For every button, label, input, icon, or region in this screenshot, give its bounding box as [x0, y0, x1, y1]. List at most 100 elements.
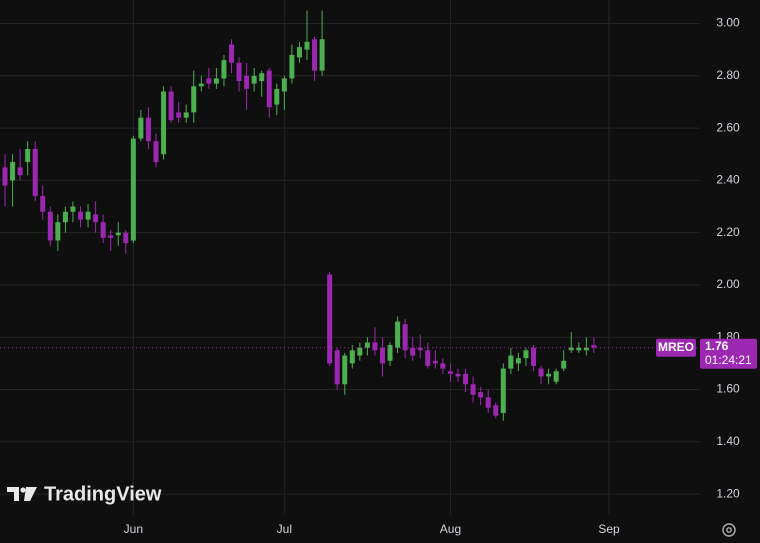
candle-body: [130, 138, 136, 241]
settings-icon[interactable]: [722, 523, 736, 537]
x-tick-label: Aug: [440, 522, 461, 536]
symbol-label: MREO: [658, 340, 694, 354]
candle-body: [191, 86, 197, 113]
candle-body: [161, 91, 167, 155]
y-tick-label: 1.60: [716, 382, 740, 396]
candle-body: [440, 363, 446, 369]
candle-body: [138, 117, 144, 139]
y-tick-label: 2.00: [716, 277, 740, 291]
y-tick-label: 1.40: [716, 434, 740, 448]
candle-body: [546, 373, 552, 377]
candle-body: [93, 214, 99, 223]
candle-body: [561, 360, 567, 369]
candle-body: [538, 368, 544, 377]
candle-body: [206, 78, 212, 84]
candle-body: [145, 117, 151, 142]
candle-body: [281, 78, 287, 92]
candle-body: [123, 232, 129, 244]
candle-body: [349, 350, 355, 364]
candle-body: [289, 54, 295, 79]
candle-body: [364, 342, 370, 348]
candle-body: [508, 355, 514, 369]
candle-body: [229, 44, 234, 63]
candle-body: [342, 355, 348, 385]
candle-body: [47, 211, 53, 241]
logo-dot: [20, 487, 26, 493]
candle-body: [576, 347, 582, 351]
candle-body: [296, 47, 302, 58]
candle-body: [115, 232, 121, 236]
y-tick-label: 1.20: [716, 486, 740, 500]
candle-body: [85, 211, 91, 220]
candle-body: [417, 347, 423, 351]
y-tick-label: 2.80: [716, 68, 740, 82]
candles: [0, 10, 700, 421]
candle-body: [32, 149, 38, 197]
candle-body: [568, 347, 574, 351]
candle-body: [2, 167, 8, 186]
logo-shape: [24, 487, 37, 501]
candle-body: [198, 83, 204, 87]
candle-body: [380, 347, 385, 364]
candle-body: [463, 373, 469, 385]
candle-body: [447, 371, 453, 374]
candle-body: [176, 112, 182, 118]
candle-body: [259, 73, 265, 82]
candle-body: [402, 324, 408, 351]
watermark-logo: [7, 487, 37, 501]
candle-body: [500, 368, 506, 414]
x-tick-label: Sep: [598, 522, 620, 536]
candle-body: [304, 41, 310, 50]
y-tick-label: 2.40: [716, 173, 740, 187]
candle-body: [62, 211, 68, 223]
y-tick-label: 3.00: [716, 16, 740, 30]
candle-body: [274, 88, 280, 105]
candle-body: [334, 350, 340, 385]
candle-body: [17, 167, 23, 176]
candle-body: [583, 347, 589, 351]
candle-body: [10, 162, 16, 181]
price-label-box: [700, 338, 757, 369]
candle-body: [213, 78, 219, 84]
x-tick-label: Jul: [277, 522, 292, 536]
candle-body: [470, 384, 476, 395]
candle-body: [387, 345, 393, 361]
y-tick-label: 2.20: [716, 225, 740, 239]
candle-body: [100, 222, 106, 238]
candle-body: [485, 397, 491, 408]
candle-body: [410, 347, 416, 356]
candle-body: [357, 347, 363, 356]
candle-body: [251, 75, 257, 84]
logo-shape: [7, 487, 19, 501]
candle-body: [183, 112, 189, 118]
candle-body: [266, 70, 272, 108]
candle-body: [395, 321, 401, 348]
candle-body: [478, 392, 484, 398]
candle-body: [327, 274, 333, 364]
candle-body: [108, 235, 114, 238]
candle-body: [372, 342, 378, 351]
candle-body: [425, 350, 431, 366]
candle-body: [591, 345, 597, 348]
watermark: TradingView: [44, 483, 162, 505]
price-label: 1.76: [705, 339, 729, 353]
candle-body: [493, 405, 499, 416]
candle-body: [312, 39, 318, 71]
candle-body: [55, 222, 61, 241]
countdown-label: 01:24:21: [705, 353, 752, 367]
gear-inner: [726, 527, 732, 533]
candle-body: [531, 347, 536, 366]
candle-body: [168, 91, 174, 121]
candle-body: [553, 371, 559, 382]
candle-body: [25, 149, 31, 163]
labels: 1.201.401.601.802.002.202.402.602.803.00…: [124, 16, 757, 536]
candle-body: [236, 62, 242, 82]
y-tick-label: 2.60: [716, 120, 740, 134]
symbol-label-box: [656, 338, 696, 357]
candle-body: [70, 206, 76, 212]
candle-body: [221, 60, 227, 79]
candle-body: [319, 39, 325, 71]
x-tick-label: Jun: [124, 522, 143, 536]
